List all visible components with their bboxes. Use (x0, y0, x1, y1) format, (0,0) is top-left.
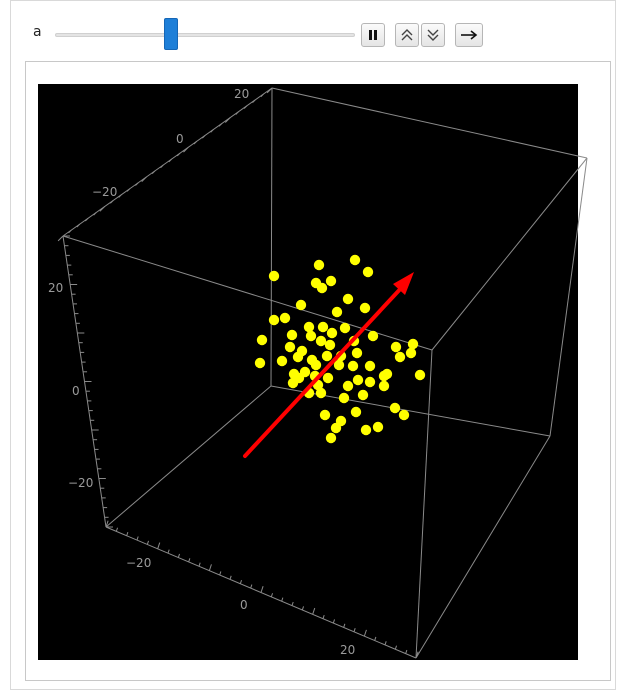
faster-button[interactable] (395, 23, 419, 47)
slower-button[interactable] (421, 23, 445, 47)
double-chevron-up-icon (401, 29, 413, 41)
parameter-label: a (33, 24, 42, 40)
parameter-slider[interactable] (55, 33, 355, 37)
pause-icon (369, 30, 377, 40)
pause-button[interactable] (361, 23, 385, 47)
slider-thumb[interactable] (163, 18, 178, 50)
direction-button[interactable] (455, 23, 483, 47)
arrow-right-icon (461, 30, 478, 40)
controls-bar: a (11, 1, 615, 61)
plot-canvas[interactable] (38, 84, 578, 660)
double-chevron-down-icon (427, 29, 439, 41)
